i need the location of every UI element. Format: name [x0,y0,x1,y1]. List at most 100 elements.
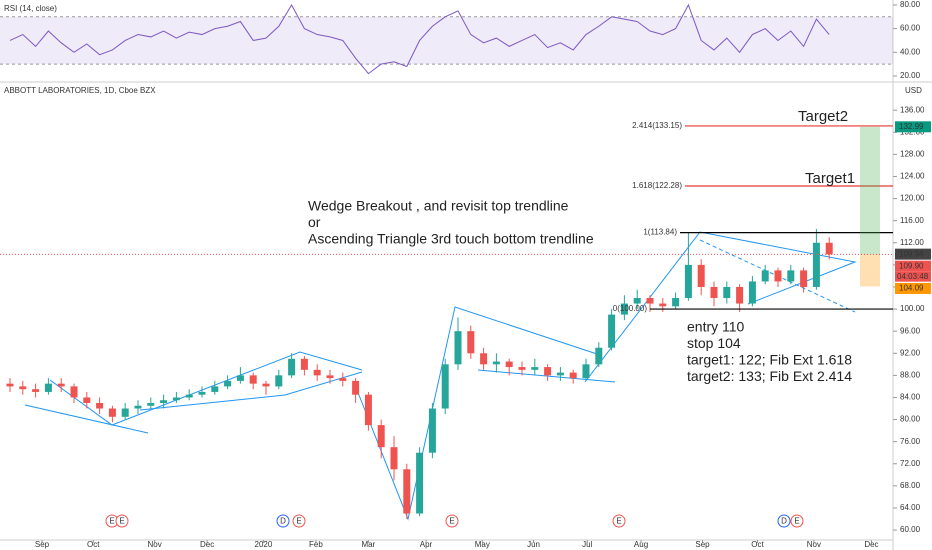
x-tick-label: Sep [695,540,710,549]
candle-body [518,367,526,370]
y-tick-label: 88.00 [900,370,921,379]
event-icon [445,514,459,528]
candle-body [275,375,283,387]
x-tick-label: Mar [362,540,376,549]
candle-body [454,331,462,365]
x-tick-label: Apr [420,540,433,549]
candle-body [492,361,500,365]
y-tick-label: 72.00 [900,459,921,468]
event-label: E [449,517,454,526]
y-tick-label: 76.00 [900,437,921,446]
fib-label: 0(100.00) [613,304,648,313]
candle-body [70,386,78,398]
y-tick-label: 112.00 [900,238,924,247]
event-icon [777,514,791,528]
fib-label: 1(113.84) [643,228,677,237]
target-label: Target2 [798,108,848,125]
event-label: E [616,517,621,526]
plan-line: stop 104 [687,335,741,351]
y-tick-label: 128.00 [900,149,925,158]
candle-body [44,383,52,392]
event-label: E [794,517,799,526]
price-tag [895,248,931,260]
candle-body [326,375,334,379]
y-tick-label: 92.00 [900,348,921,357]
trendline [477,369,616,383]
candle-body [160,400,168,403]
candle-body [428,408,436,453]
plan-line: target1: 122; Fib Ext 1.618 [687,352,852,368]
candle-body [83,397,91,403]
candle-body [96,402,104,409]
candle-body [32,389,40,392]
x-tick-label: Aug [634,540,648,549]
countdown-tag [895,271,931,282]
event-icon [292,514,306,528]
candle-body [147,402,155,406]
candle-body [19,386,27,390]
price-tag [895,121,931,133]
plan-line: target2: 133; Fib Ext 2.414 [687,368,852,384]
x-tick-label: 2020 [255,540,273,549]
candle-body [633,298,641,304]
x-tick-label: Nov [148,540,162,549]
x-tick-label: May [475,540,490,549]
price-tag [895,260,931,272]
candle-body [761,270,769,282]
candle-body [582,364,590,379]
candle-body [403,469,411,514]
y-tick-label: 84.00 [900,393,921,402]
candle-body [288,358,296,376]
candle-body [480,353,488,365]
trendline [24,404,149,434]
candle-body [467,331,475,354]
candle-body [556,372,564,376]
y-tick-label: 136.00 [900,105,925,114]
y-tick-label: 80.00 [900,0,921,9]
y-tick-label: 116.00 [900,216,924,225]
candle-body [800,270,808,287]
event-icon [790,514,804,528]
candle-body [185,394,193,398]
candle-body [825,242,833,255]
target-label: Target1 [805,170,855,187]
candle-body [595,347,603,365]
candle-body [736,286,744,304]
price-tag [895,282,931,294]
candle-body [390,447,398,470]
candle-body [505,361,513,368]
candle-body [211,386,219,392]
x-tick-label: Jul [582,540,592,549]
candle-body [198,391,206,395]
candle-body [57,383,65,387]
candle-body [748,281,756,304]
candle-body [352,380,360,395]
candle-body [134,405,142,409]
x-tick-label: Dec [864,540,878,549]
fib-label: 2.414(133.15) [632,121,682,130]
annotation: Ascending Triangle 3rd touch bottom tren… [308,231,594,247]
price-tag-label: 109.94 [899,249,924,258]
candle-body [646,298,654,304]
candle-body [569,372,577,379]
candle-body [620,303,628,315]
x-tick-label: Jun [527,540,540,549]
annotation: Wedge Breakout , and revisit top trendli… [308,198,569,214]
candle-body [787,270,795,282]
currency: USD [905,86,922,95]
event-label: E [109,517,114,526]
candle-body [262,383,270,387]
candle-body [313,369,321,376]
x-tick-label: Dec [200,540,214,549]
y-tick-label: 120.00 [900,194,925,203]
candle-body [364,394,372,426]
candle-body [108,408,116,417]
event-label: E [119,517,124,526]
candle-body [684,264,692,299]
target-zone [860,126,880,255]
candle-body [531,367,539,370]
candle-body [300,358,308,370]
candle-body [659,303,667,307]
event-icon [115,514,129,528]
price-tag-label: 109.90 [899,261,924,270]
